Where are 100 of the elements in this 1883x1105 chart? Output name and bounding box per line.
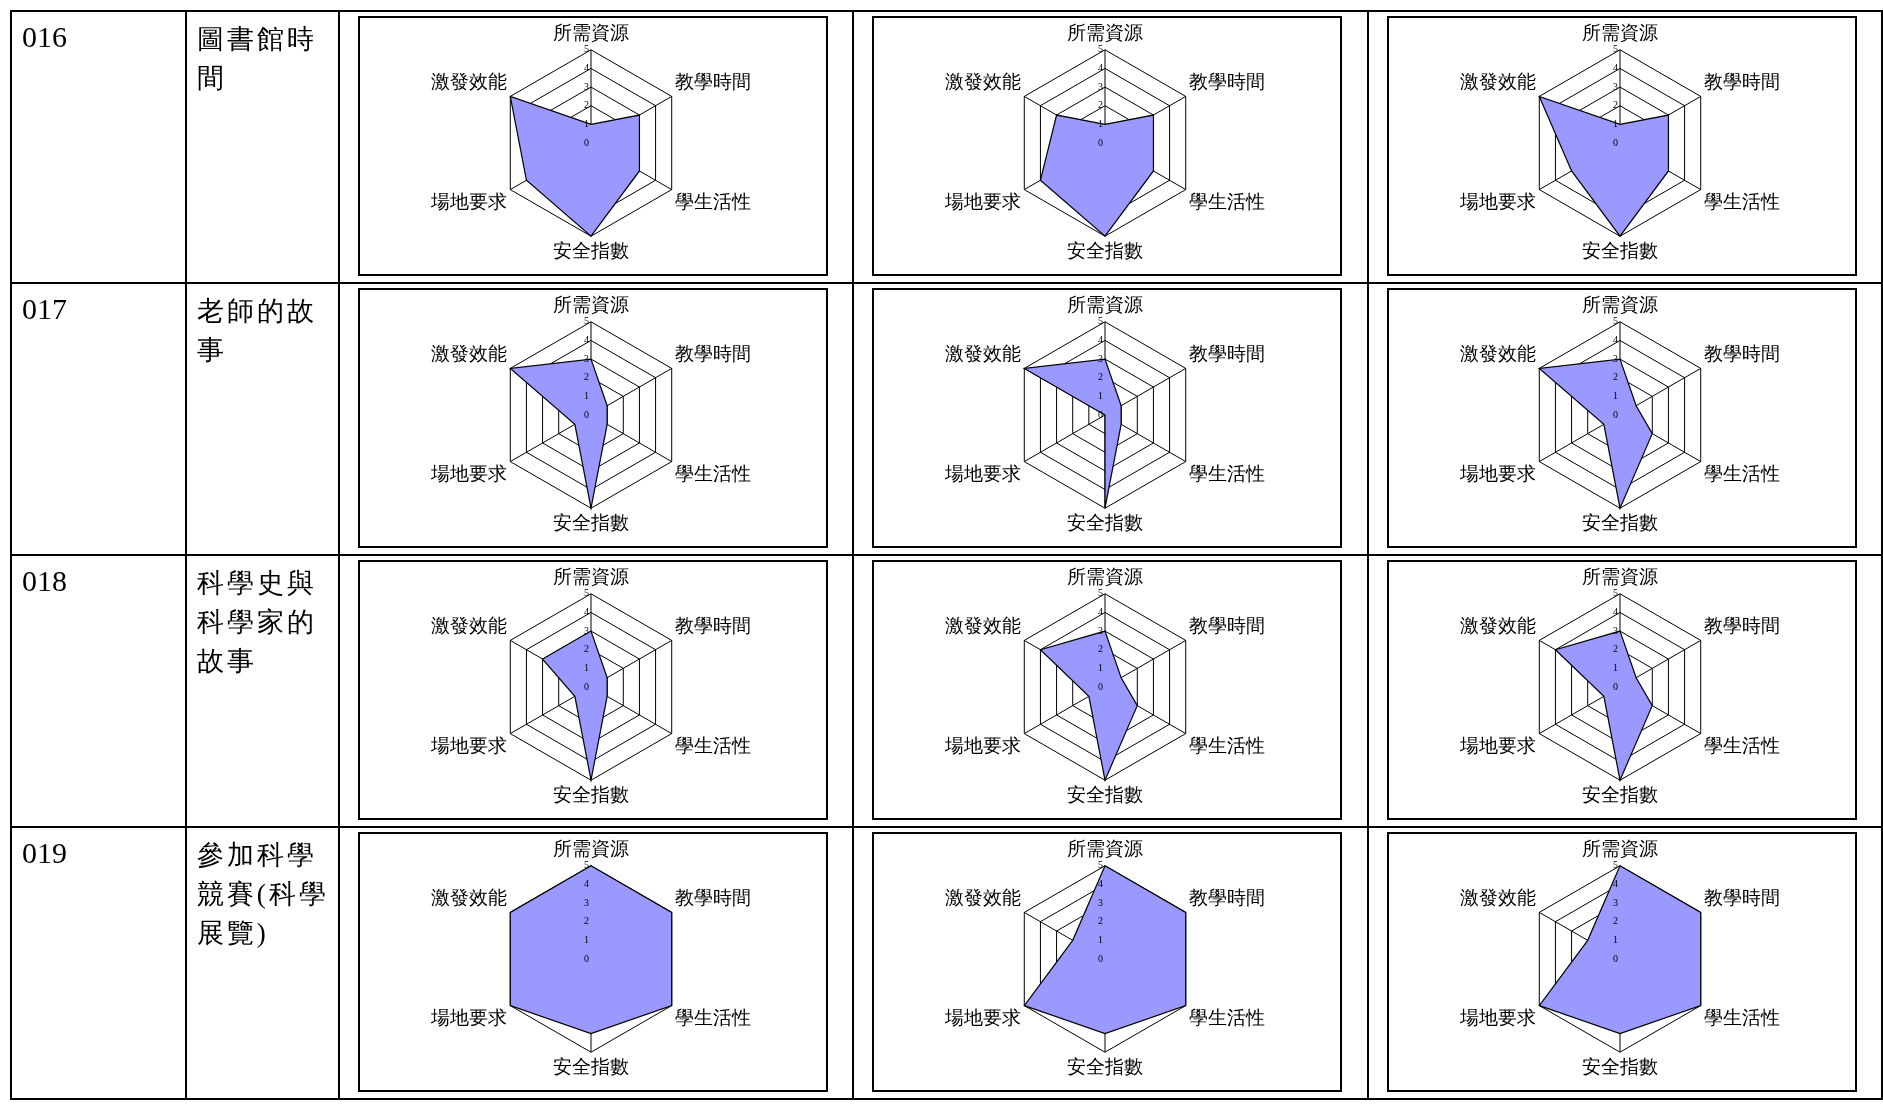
spoke-label: 學生活性 (1703, 190, 1780, 212)
spoke-label: 教學時間 (1189, 614, 1266, 636)
spoke-label: 安全指數 (552, 1055, 629, 1077)
spoke-label: 學生活性 (675, 1006, 752, 1028)
y-tick-label: 5 (583, 315, 589, 327)
text: 016 (11, 11, 186, 283)
y-tick-label: 4 (1098, 334, 1104, 346)
spoke-label: 學生活性 (675, 462, 752, 484)
spoke-label: 教學時間 (675, 70, 752, 92)
spoke-label: 場地要求 (429, 734, 507, 756)
y-tick-label: 0 (1098, 952, 1104, 964)
y-tick-label: 1 (1098, 933, 1104, 945)
spoke-label: 安全指數 (1581, 783, 1658, 805)
y-tick-label: 5 (1612, 315, 1618, 327)
spoke-label: 教學時間 (675, 614, 752, 636)
y-tick-label: 2 (583, 915, 589, 927)
y-tick-label: 5 (1098, 587, 1104, 599)
spoke-label: 激發效能 (1459, 614, 1536, 636)
text: 參加科學競賽(科學展覽) (185, 827, 339, 1099)
y-tick-label: 4 (1098, 606, 1104, 618)
spoke-label: 安全指數 (1067, 1055, 1144, 1077)
y-tick-label: 4 (1098, 62, 1104, 74)
spoke-label: 激發效能 (945, 886, 1022, 908)
spoke-label: 場地要求 (944, 1006, 1022, 1028)
spoke-label: 激發效能 (430, 342, 507, 364)
spoke-label: 所需資源 (552, 22, 629, 44)
spoke-label: 所需資源 (1581, 838, 1658, 860)
spoke-label: 激發效能 (1459, 70, 1536, 92)
y-tick-label: 1 (1612, 389, 1618, 401)
y-tick-label: 5 (583, 859, 589, 871)
y-tick-label: 4 (1612, 62, 1618, 74)
spoke-label: 安全指數 (1581, 239, 1658, 261)
y-tick-label: 5 (583, 587, 589, 599)
spoke-label: 學生活性 (1189, 734, 1266, 756)
y-tick-label: 4 (583, 878, 589, 890)
spoke-label: 激發效能 (430, 614, 507, 636)
y-tick-label: 3 (1098, 896, 1104, 908)
spoke-label: 安全指數 (552, 511, 629, 533)
spoke-label: 場地要求 (944, 190, 1022, 212)
spoke-label: 教學時間 (1703, 886, 1780, 908)
y-tick-label: 3 (1612, 80, 1618, 92)
spoke-label: 學生活性 (1189, 1006, 1266, 1028)
y-tick-label: 3 (1612, 896, 1618, 908)
spoke-label: 學生活性 (1703, 1006, 1780, 1028)
y-tick-label: 1 (1098, 389, 1104, 401)
y-tick-label: 2 (583, 643, 589, 655)
y-tick-label: 1 (1098, 661, 1104, 673)
spoke-label: 場地要求 (1458, 734, 1536, 756)
y-tick-label: 0 (1612, 136, 1618, 148)
y-tick-label: 4 (1612, 606, 1618, 618)
text: 018 (11, 555, 186, 827)
y-tick-label: 2 (583, 99, 589, 111)
y-tick-label: 1 (583, 117, 589, 129)
spoke-label: 學生活性 (675, 190, 752, 212)
y-tick-label: 2 (1612, 915, 1618, 927)
text: 019 (11, 827, 186, 1099)
spoke-label: 安全指數 (1581, 511, 1658, 533)
spoke-label: 安全指數 (1581, 1055, 1658, 1077)
spoke-label: 所需資源 (1067, 838, 1144, 860)
y-tick-label: 4 (583, 606, 589, 618)
spoke-label: 所需資源 (1581, 294, 1658, 316)
y-tick-label: 1 (1612, 933, 1618, 945)
text: 科學史與科學家的故事 (185, 555, 339, 827)
y-tick-label: 5 (583, 43, 589, 55)
y-tick-label: 0 (583, 408, 589, 420)
y-tick-label: 0 (583, 952, 589, 964)
y-tick-label: 5 (1612, 587, 1618, 599)
spoke-label: 教學時間 (1703, 70, 1780, 92)
y-tick-label: 5 (1098, 859, 1104, 871)
spoke-label: 學生活性 (1703, 734, 1780, 756)
spoke-label: 場地要求 (1458, 1006, 1536, 1028)
y-tick-label: 0 (583, 680, 589, 692)
spoke-label: 所需資源 (552, 566, 629, 588)
spoke-label: 激發效能 (1459, 342, 1536, 364)
text: 017 (11, 283, 186, 555)
y-tick-label: 1 (1612, 117, 1618, 129)
y-tick-label: 4 (583, 62, 589, 74)
spoke-label: 激發效能 (1459, 886, 1536, 908)
spoke-label: 所需資源 (1581, 566, 1658, 588)
y-tick-label: 2 (1098, 371, 1104, 383)
y-tick-label: 2 (1612, 643, 1618, 655)
y-tick-label: 0 (1612, 408, 1618, 420)
y-tick-label: 0 (1098, 408, 1104, 420)
spoke-label: 教學時間 (1189, 70, 1266, 92)
spoke-label: 所需資源 (552, 294, 629, 316)
spoke-label: 所需資源 (552, 838, 629, 860)
y-tick-label: 3 (583, 80, 589, 92)
y-tick-label: 2 (1612, 371, 1618, 383)
y-tick-label: 1 (583, 389, 589, 401)
y-tick-label: 2 (1612, 99, 1618, 111)
spoke-label: 教學時間 (1189, 886, 1266, 908)
spoke-label: 安全指數 (1067, 239, 1144, 261)
y-tick-label: 4 (1098, 878, 1104, 890)
y-tick-label: 2 (583, 371, 589, 383)
y-tick-label: 5 (1098, 43, 1104, 55)
spoke-label: 場地要求 (1458, 462, 1536, 484)
spoke-label: 場地要求 (944, 462, 1022, 484)
y-tick-label: 2 (1098, 99, 1104, 111)
y-tick-label: 3 (1098, 624, 1104, 636)
y-tick-label: 3 (583, 624, 589, 636)
